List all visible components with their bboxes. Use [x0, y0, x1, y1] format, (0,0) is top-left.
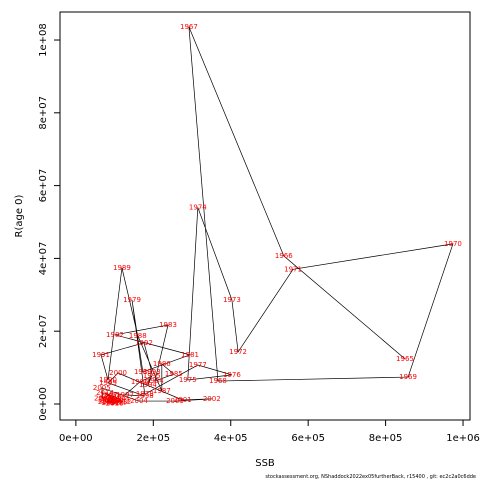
y-tick-label: 4e+07: [38, 242, 49, 276]
year-label: 2008: [104, 396, 122, 404]
year-label: 1995: [143, 372, 161, 380]
y-tick-label: 0e+00: [38, 387, 49, 421]
year-label: 2006: [94, 395, 112, 403]
year-label: 1974: [189, 203, 207, 211]
year-label: 1985: [165, 370, 183, 378]
trajectory-line: [100, 26, 454, 404]
year-label: 1971: [284, 265, 302, 273]
year-label: 2007: [100, 391, 118, 399]
year-label: 1973: [223, 296, 241, 304]
y-tick-label: 2e+07: [38, 314, 49, 348]
year-label: 2002: [203, 395, 221, 403]
year-label: 1966: [275, 252, 293, 260]
year-label: 2004: [130, 397, 148, 405]
year-label: 2015: [110, 399, 128, 407]
footer: stockassessment.org, NShaddock2022ex05fu…: [265, 474, 476, 480]
y-tick-label: 8e+07: [38, 96, 49, 130]
y-tick-label: 6e+07: [38, 169, 49, 203]
x-tick-label: 8e+05: [369, 433, 403, 444]
year-label: 2014: [96, 389, 114, 397]
year-label: 1979: [123, 296, 141, 304]
year-label: 1970: [444, 240, 462, 248]
year-label: 1990: [99, 376, 117, 384]
year-label: 1984: [146, 377, 164, 385]
year-label: 2021: [98, 395, 116, 403]
year-label: 1983: [159, 321, 177, 329]
year-label: 2001: [174, 396, 192, 404]
y-axis-label: R(age 0): [14, 194, 25, 237]
year-label: 1997: [116, 391, 134, 399]
year-label: 1967: [180, 23, 198, 31]
year-label: 2018: [106, 399, 124, 407]
year-label: 1988: [129, 332, 147, 340]
year-label: 1989: [113, 264, 131, 272]
year-label: 2019: [111, 396, 129, 404]
year-label: 2017: [100, 397, 118, 405]
year-label: 1968: [209, 377, 227, 385]
year-label: 1982: [106, 331, 124, 339]
year-label: 1999: [99, 379, 117, 387]
year-label: 1994: [139, 381, 157, 389]
x-tick-label: 4e+05: [214, 433, 248, 444]
year-label: 1965: [396, 355, 414, 363]
year-label: 1977: [189, 361, 207, 369]
plot-frame: [59, 11, 471, 421]
x-tick-label: 0e+00: [59, 433, 93, 444]
year-label: 2011: [102, 399, 120, 407]
year-label: 1991: [92, 351, 110, 359]
year-label: 1976: [223, 371, 241, 379]
year-label: 2003: [166, 397, 184, 405]
year-label: 2016: [104, 393, 122, 401]
year-label: 1981: [181, 351, 199, 359]
x-axis-label: SSB: [255, 458, 275, 469]
year-label: 1992: [135, 339, 153, 347]
x-tick-label: 1e+06: [446, 433, 480, 444]
year-label: 2009: [98, 398, 116, 406]
year-label: 1972: [229, 348, 247, 356]
year-label: 1969: [399, 373, 417, 381]
x-tick-label: 2e+05: [136, 433, 170, 444]
year-label: 1993: [143, 368, 161, 376]
year-label: 1987: [153, 387, 171, 395]
y-tick-label: 1e+08: [38, 23, 49, 57]
year-label: 2010: [106, 397, 124, 405]
year-label: 1996: [131, 378, 149, 386]
year-label: 2000: [109, 369, 127, 377]
year-label: 1975: [179, 376, 197, 384]
year-label: 2020: [102, 397, 120, 405]
year-label: 2013: [108, 393, 126, 401]
year-label: 1978: [136, 390, 154, 398]
year-label: 1986: [153, 360, 171, 368]
x-tick-label: 6e+05: [291, 433, 325, 444]
year-label: 2005: [93, 384, 111, 392]
year-label: 2012: [113, 398, 131, 406]
year-label: 1998: [136, 392, 154, 400]
year-label: 1980: [134, 368, 152, 376]
